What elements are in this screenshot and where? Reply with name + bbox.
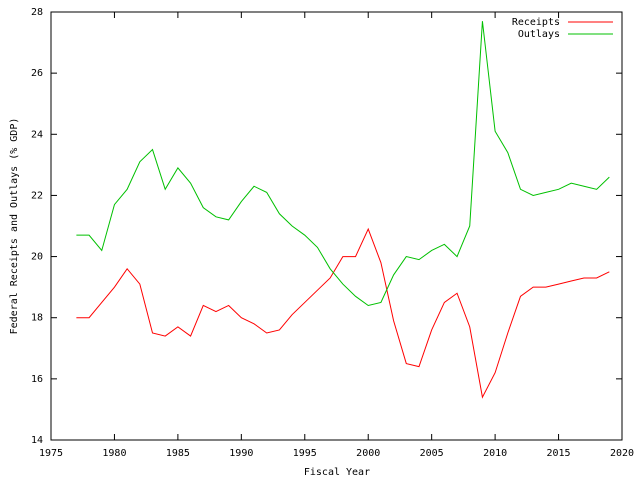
legend-label: Receipts [512,17,560,28]
y-tick-label: 24 [31,129,43,140]
x-tick-label: 1995 [293,448,317,459]
x-tick-label: 2010 [483,448,507,459]
y-axis-label: Federal Receipts and Outlays (% GDP) [9,118,20,335]
y-tick-label: 28 [31,7,43,18]
x-tick-label: 2005 [420,448,444,459]
y-tick-label: 14 [31,435,43,446]
series-line [76,227,610,399]
x-tick-label: 2020 [610,448,634,459]
y-tick-label: 20 [31,252,43,263]
x-tick-label: 1975 [39,448,63,459]
y-tick-label: 26 [31,68,43,79]
x-tick-label: 1985 [166,448,190,459]
y-tick-label: 22 [31,190,43,201]
y-tick-label: 16 [31,374,43,385]
x-tick-label: 2015 [547,448,571,459]
x-tick-label: 1980 [102,448,126,459]
x-tick-label: 2000 [356,448,380,459]
legend-label: Outlays [518,29,560,40]
plot-border [50,11,623,441]
x-tick-label: 1990 [229,448,253,459]
series-line [76,21,610,307]
x-axis-label: Fiscal Year [304,467,370,478]
y-tick-label: 18 [31,313,43,324]
